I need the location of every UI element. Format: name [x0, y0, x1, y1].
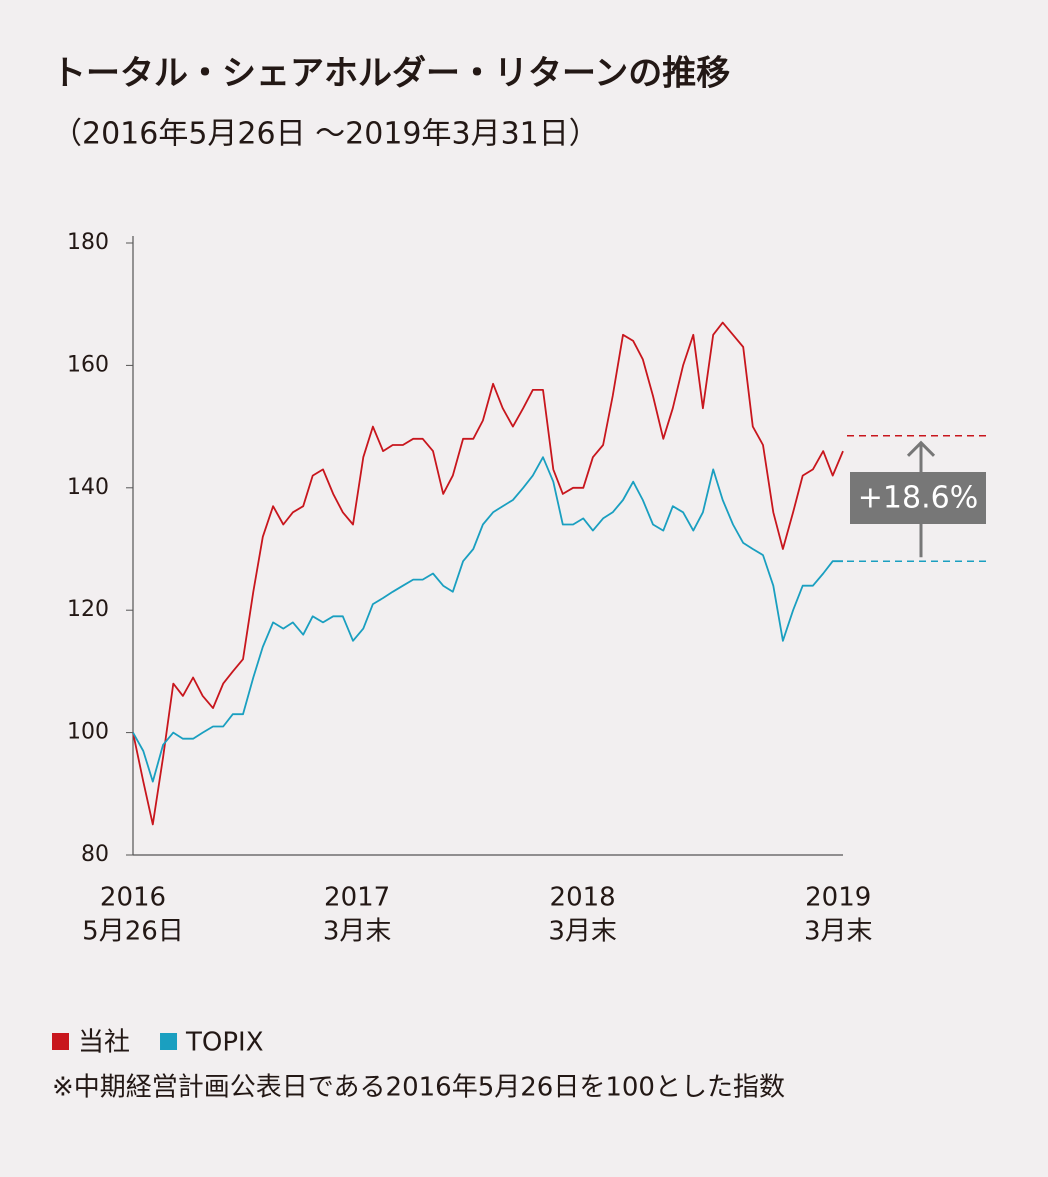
legend-marker	[160, 1033, 178, 1050]
x-tick-label: 2018	[550, 883, 616, 913]
x-tick-label: 2017	[324, 883, 390, 913]
x-tick-sublabel: 3月末	[323, 917, 392, 947]
x-tick-label: 2016	[100, 883, 166, 913]
chart-title: トータル・シェアホルダー・リターンの推移	[52, 54, 730, 94]
y-tick-label: 140	[67, 475, 109, 500]
x-tick-sublabel: 3月末	[804, 917, 873, 947]
line-series	[132, 321, 844, 826]
y-tick-label: 180	[67, 230, 109, 255]
y-tick-label: 80	[81, 842, 109, 867]
x-tick-sublabel: 3月末	[548, 917, 617, 947]
annotation-label: +18.6%	[858, 481, 978, 516]
annotation-box	[850, 472, 986, 524]
legend-label: 当社	[78, 1028, 130, 1058]
line-series	[132, 456, 843, 783]
y-tick-label: 160	[67, 352, 109, 377]
legend-marker	[52, 1033, 69, 1050]
y-tick-label: 100	[67, 720, 109, 745]
x-tick-label: 2019	[805, 883, 871, 913]
x-tick-sublabel: 5月26日	[82, 917, 184, 947]
chart-subtitle: （2016年5月26日 〜2019年3月31日）	[52, 117, 599, 152]
y-tick-label: 120	[67, 597, 109, 622]
arrow-head	[906, 440, 936, 457]
legend-label: TOPIX	[185, 1028, 264, 1058]
footnote: ※中期経営計画公表日である2016年5月26日を100とした指数	[52, 1073, 785, 1103]
